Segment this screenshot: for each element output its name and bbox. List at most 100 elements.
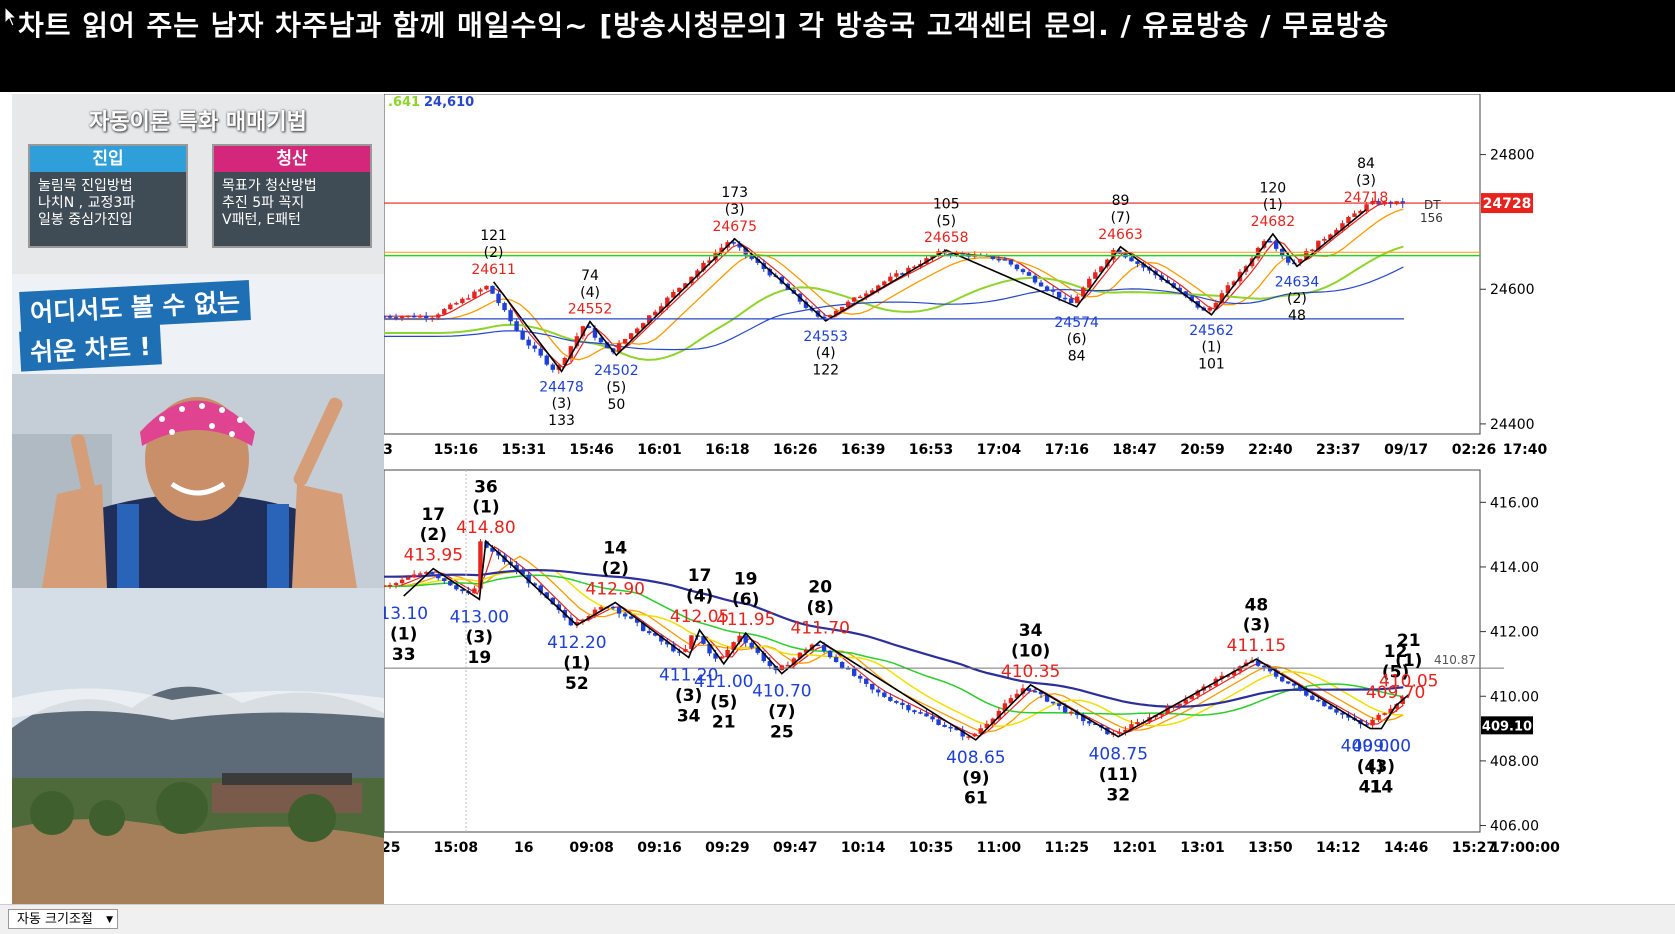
pivot-high-value: 409.70 <box>1366 683 1425 703</box>
candle-body <box>520 570 525 575</box>
y-tick-label: 410.00 <box>1490 689 1539 705</box>
x-tick-label: 13:01 <box>1180 840 1225 856</box>
banner-line-2: 쉬운 차트 ! <box>19 324 162 372</box>
candle-body <box>1062 297 1068 300</box>
x-tick-label: 3 <box>384 442 393 458</box>
webcam-overlay: 자동이론 특화 매매기법 진입 눌림목 진입방법 나치N , 교정3파 일봉 중… <box>12 94 384 904</box>
entry-line: 나치N , 교정3파 <box>38 195 136 211</box>
candle-body <box>508 310 513 322</box>
pivot-count-label: 74 <box>581 268 599 284</box>
candle-body <box>833 657 839 663</box>
candle-body <box>924 713 929 717</box>
candle-body <box>954 727 959 731</box>
auto-size-dropdown[interactable]: 자동 크기조절 ▼ <box>8 909 118 929</box>
candle-body <box>653 633 658 636</box>
pivot-wave-label: (3) <box>552 396 572 412</box>
candle-body <box>719 656 724 659</box>
candle-body <box>411 315 417 318</box>
pivot-count-label: 120 <box>1259 180 1286 196</box>
candle-body <box>622 339 628 344</box>
candle-body <box>755 647 760 653</box>
candle-body <box>1032 690 1038 693</box>
candle-body <box>568 346 574 358</box>
pivot-high-value: 411.70 <box>790 618 849 638</box>
candle-body <box>1298 258 1303 263</box>
candle-body <box>484 285 489 290</box>
promo-banner: 어디서도 볼 수 없는 쉬운 차트 ! <box>12 274 384 374</box>
x-tick-label: 09:47 <box>773 840 818 856</box>
candle-body <box>610 606 616 609</box>
candle-body <box>1020 269 1026 273</box>
pivot-count-label: 101 <box>1198 356 1225 372</box>
candle-body <box>526 339 531 346</box>
candle-body <box>665 297 670 307</box>
pivot-wave-label: (3) <box>1356 173 1376 189</box>
candle-body <box>1183 291 1188 297</box>
candle-body <box>1286 255 1291 263</box>
candle-body <box>526 574 531 584</box>
zigzag-wave-line <box>492 209 1367 373</box>
reference-line-label: 410.87 <box>1434 653 1476 667</box>
candle-body <box>1273 671 1279 677</box>
pivot-count-label: 19 <box>468 648 492 668</box>
candle-body <box>1056 291 1062 298</box>
candle-body <box>960 730 965 737</box>
candle-body <box>399 316 405 319</box>
pivot-count-label: 50 <box>607 397 625 413</box>
candle-body <box>628 333 634 340</box>
candle-body <box>592 328 598 338</box>
candle-body <box>514 321 519 331</box>
candle-body <box>821 644 827 651</box>
candle-body <box>381 585 387 587</box>
candle-body <box>671 644 676 652</box>
candle-body <box>912 266 917 269</box>
candle-body <box>436 574 441 579</box>
x-tick-label: 15:16 <box>434 442 479 458</box>
candle-body <box>876 285 881 291</box>
candle-body <box>918 712 923 714</box>
candle-body <box>785 664 791 667</box>
candle-body <box>1141 263 1146 268</box>
pivot-wave-label: (2) <box>420 525 447 545</box>
candle-body <box>1328 234 1333 239</box>
candle-body <box>870 683 875 690</box>
x-tick-label: 13:50 <box>1248 840 1293 856</box>
candle-body <box>1207 307 1213 311</box>
candle-body <box>839 662 845 668</box>
pivot-low-value: 412.20 <box>547 633 606 653</box>
pivot-low-value: 408.65 <box>946 748 1005 768</box>
chart-area[interactable]: 24800 24600 24400 3 15:16 15:31 15:46 16:01 16:1… <box>375 93 1675 904</box>
pivot-low-value: 24502 <box>594 363 639 379</box>
candle-body <box>478 541 483 589</box>
moving-average-line <box>384 202 1404 368</box>
candle-body <box>472 291 477 299</box>
candle-body <box>1189 695 1194 700</box>
pivot-count-label: 41 <box>1359 777 1383 797</box>
pivot-count-label: 17 <box>421 505 445 525</box>
pivot-wave-label: (1) <box>1263 197 1283 213</box>
candle-body <box>1219 675 1225 679</box>
candle-body <box>1129 257 1134 262</box>
x-tick-label: 11:25 <box>1044 840 1089 856</box>
x-tick-label: 16:39 <box>841 442 886 458</box>
candle-body <box>417 573 423 575</box>
candle-body <box>1394 704 1399 709</box>
candle-body <box>827 650 833 658</box>
pivot-count-label: 133 <box>548 413 575 429</box>
x-tick-label: 17:40 <box>1503 442 1548 458</box>
presenter-illustration <box>12 374 384 588</box>
chevron-down-icon: ▼ <box>106 915 113 925</box>
dt-label: DT <box>1424 198 1441 212</box>
pivot-count-label: 89 <box>1112 193 1130 209</box>
x-tick-label: 09:16 <box>637 840 682 856</box>
candle-body <box>936 719 941 725</box>
candle-body <box>417 315 423 318</box>
candle-body <box>996 710 1002 719</box>
candle-body <box>1026 272 1032 276</box>
trading-charts[interactable]: 24800 24600 24400 3 15:16 15:31 15:46 16:01 16:1… <box>375 93 1675 904</box>
candle-body <box>1298 685 1303 691</box>
candle-body <box>1364 204 1369 211</box>
candle-body <box>568 617 574 626</box>
pivot-count-label: 32 <box>1106 785 1130 805</box>
candle-body <box>858 296 863 299</box>
